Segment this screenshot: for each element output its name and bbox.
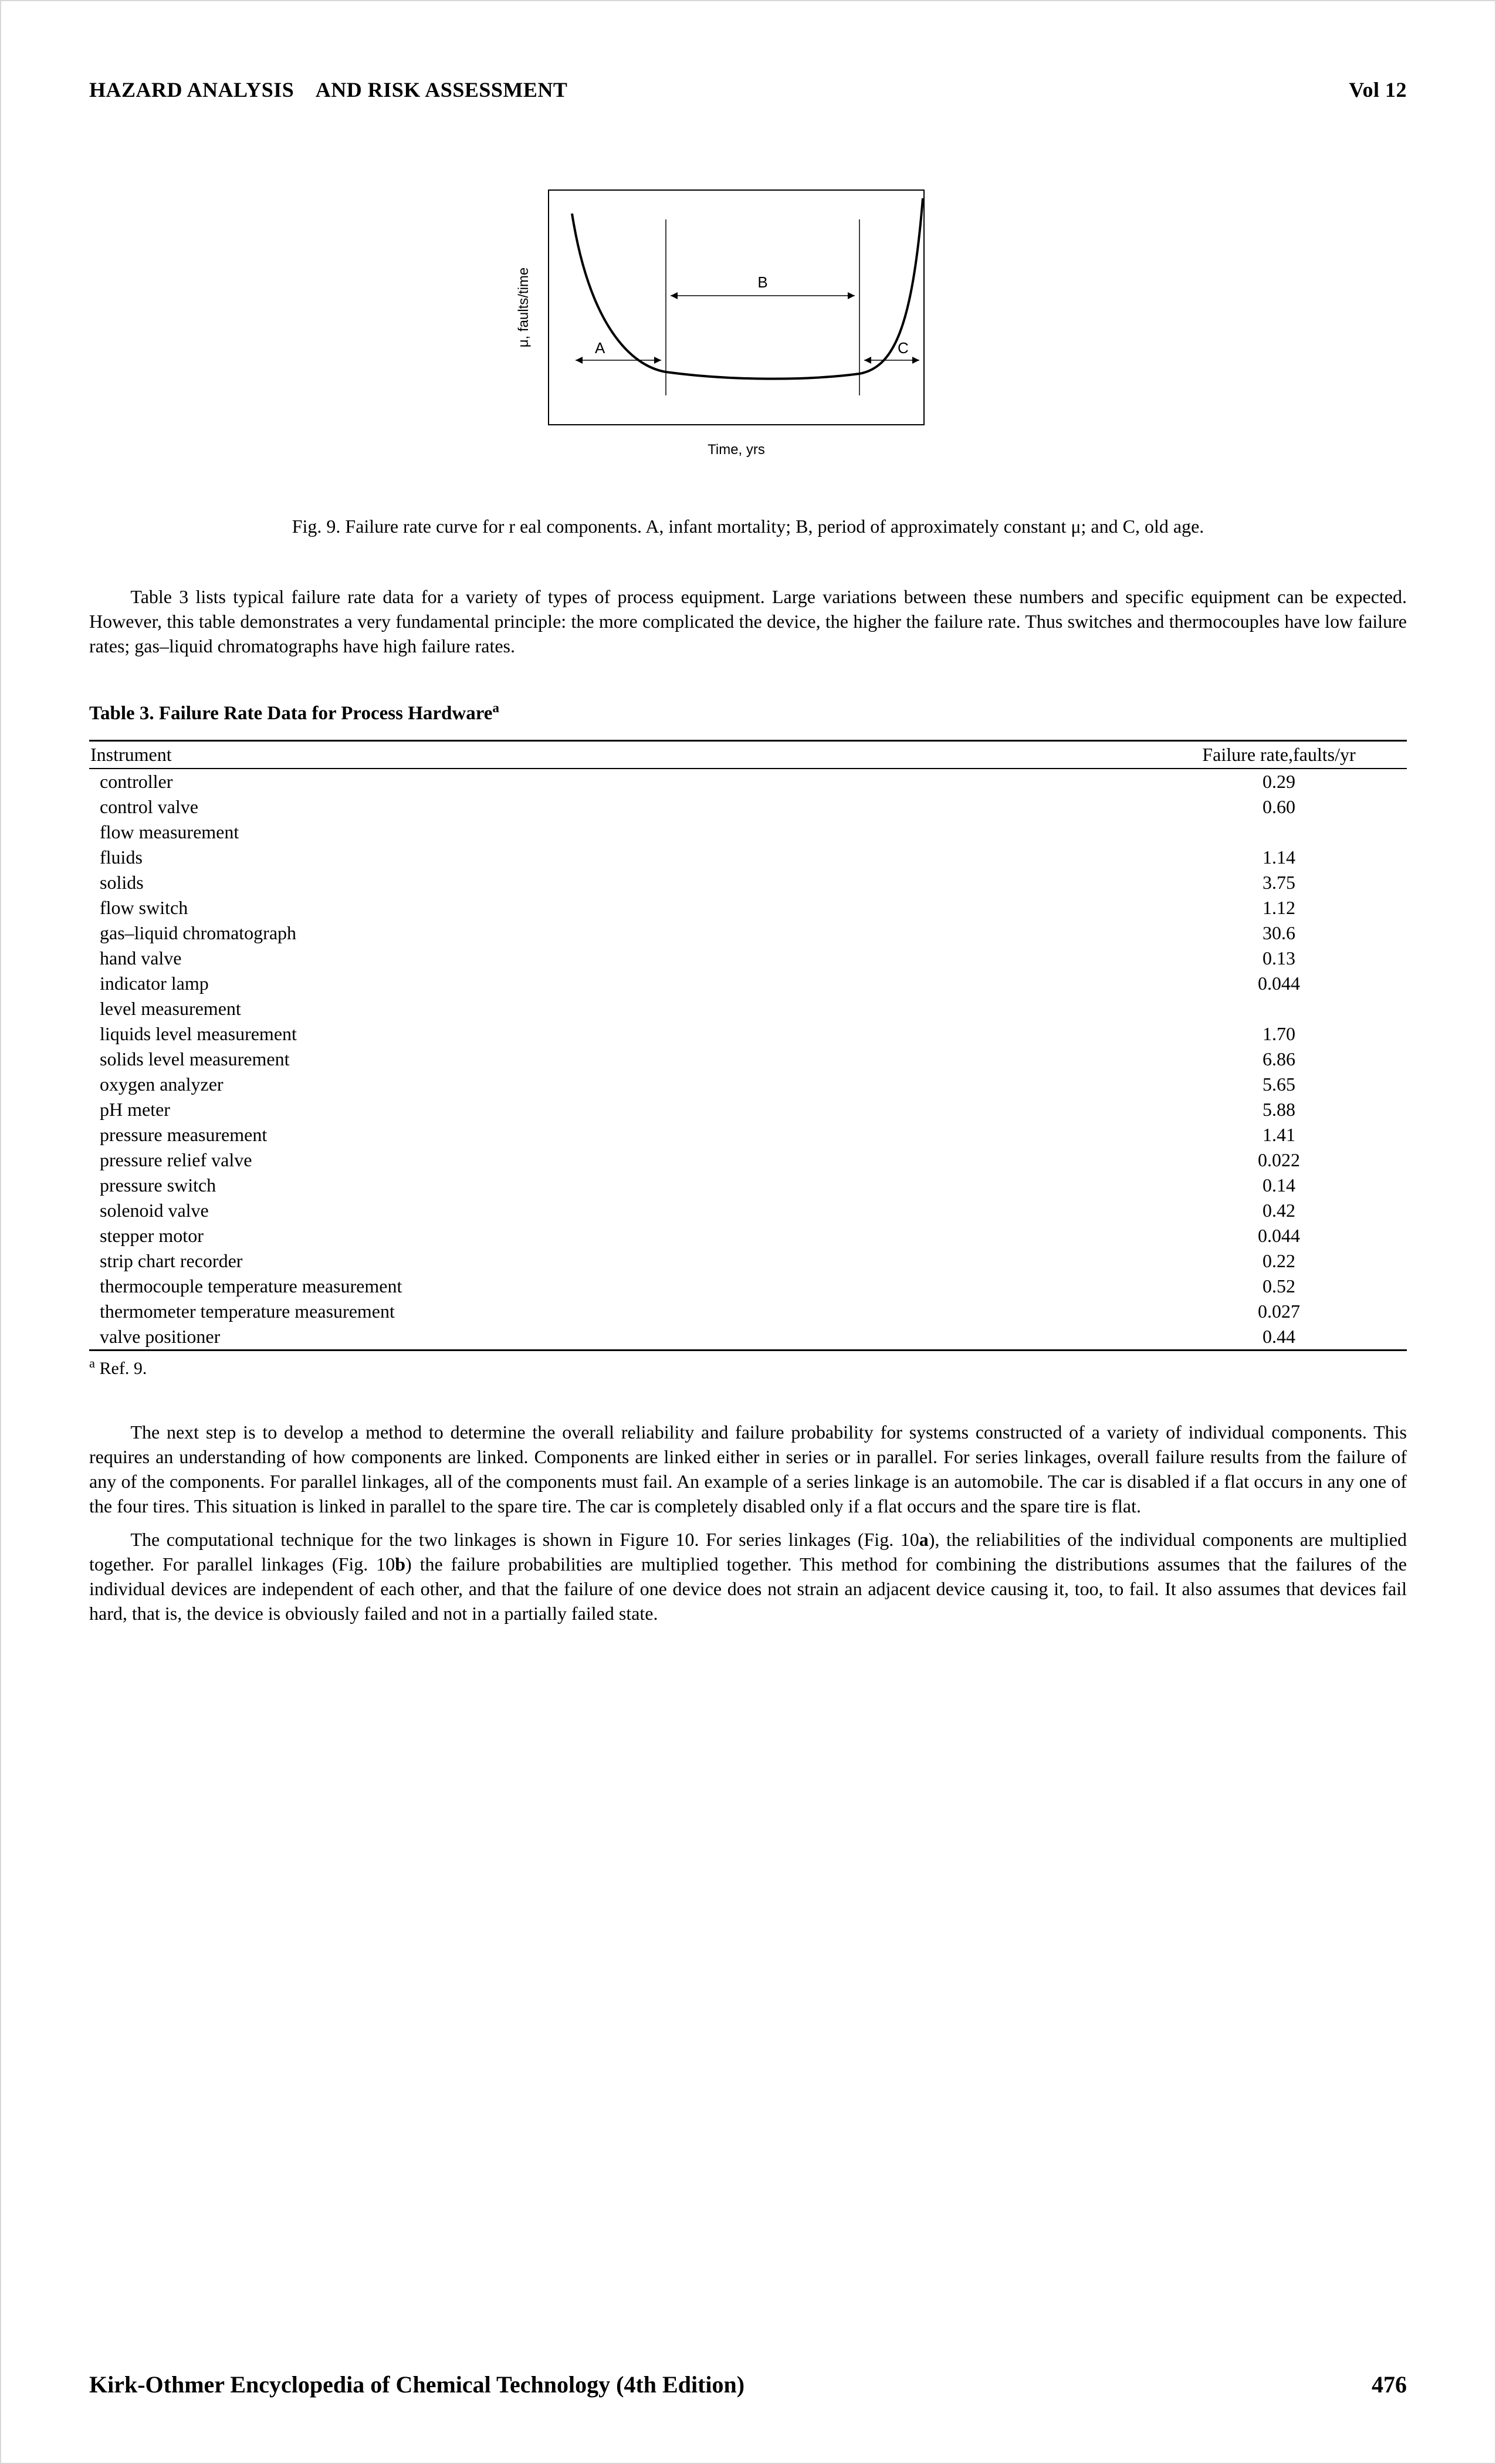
figure-9: A B C Time, yrs μ, faults/time [89, 178, 1407, 486]
table-cell-rate: 0.42 [1155, 1198, 1407, 1223]
table-row: indicator lamp0.044 [89, 971, 1407, 996]
table-cell-rate: 0.022 [1155, 1148, 1407, 1173]
table-cell-instrument: oxygen analyzer [89, 1072, 1155, 1097]
table-3-footnote-sup: a [89, 1356, 95, 1370]
table-cell-rate: 6.86 [1155, 1047, 1407, 1072]
table-3: Instrument Failure rate,faults/yr contro… [89, 740, 1407, 1351]
footer-source: Kirk-Othmer Encyclopedia of Chemical Tec… [89, 2371, 744, 2398]
table-row: gas–liquid chromatograph30.6 [89, 920, 1407, 946]
table-row: stepper motor0.044 [89, 1223, 1407, 1248]
intro-paragraph-1: Table 3 lists typical failure rate data … [89, 584, 1407, 659]
table-cell-rate: 0.52 [1155, 1274, 1407, 1299]
table-3-footnote-text: Ref. 9. [95, 1359, 147, 1378]
table-cell-instrument: pressure relief valve [89, 1148, 1155, 1173]
figure-9-caption: Fig. 9. Failure rate curve for r eal com… [89, 516, 1407, 537]
table-row: thermocouple temperature measurement0.52 [89, 1274, 1407, 1299]
table-3-title-sup: a [492, 700, 499, 715]
table-cell-instrument: solids level measurement [89, 1047, 1155, 1072]
table-row: controller0.29 [89, 769, 1407, 794]
table-row: valve positioner0.44 [89, 1324, 1407, 1351]
table-cell-instrument: gas–liquid chromatograph [89, 920, 1155, 946]
table-3-title-text: Table 3. Failure Rate Data for Process H… [89, 703, 492, 724]
table-cell-rate: 0.14 [1155, 1173, 1407, 1198]
table-cell-instrument: pressure measurement [89, 1122, 1155, 1148]
table-cell-rate [1155, 996, 1407, 1021]
table-cell-instrument: controller [89, 769, 1155, 794]
table-row: pH meter5.88 [89, 1097, 1407, 1122]
table-row: pressure measurement1.41 [89, 1122, 1407, 1148]
table-cell-instrument: thermocouple temperature measurement [89, 1274, 1155, 1299]
table-cell-instrument: liquids level measurement [89, 1021, 1155, 1047]
table-cell-rate: 1.12 [1155, 895, 1407, 920]
table-cell-rate: 1.41 [1155, 1122, 1407, 1148]
table-cell-instrument: control valve [89, 794, 1155, 820]
header-volume: Vol 12 [1349, 77, 1407, 102]
table-cell-instrument: fluids [89, 845, 1155, 870]
table-row: strip chart recorder0.22 [89, 1248, 1407, 1274]
table-cell-rate: 0.44 [1155, 1324, 1407, 1351]
table-row: level measurement [89, 996, 1407, 1021]
table-row: fluids1.14 [89, 845, 1407, 870]
svg-text:C: C [898, 339, 909, 357]
table-row: hand valve0.13 [89, 946, 1407, 971]
table-3-footnote: a Ref. 9. [89, 1356, 1407, 1379]
table-row: flow measurement [89, 820, 1407, 845]
table-cell-instrument: thermometer temperature measurement [89, 1299, 1155, 1324]
table-3-title: Table 3. Failure Rate Data for Process H… [89, 700, 1407, 725]
table-cell-rate: 0.044 [1155, 971, 1407, 996]
table-cell-rate: 0.60 [1155, 794, 1407, 820]
table-row: oxygen analyzer5.65 [89, 1072, 1407, 1097]
table-cell-rate: 0.13 [1155, 946, 1407, 971]
table-3-col-rate: Failure rate,faults/yr [1155, 740, 1407, 769]
table-cell-rate: 3.75 [1155, 870, 1407, 895]
body-paragraph-2: The next step is to develop a method to … [89, 1420, 1407, 1519]
table-cell-rate [1155, 820, 1407, 845]
table-cell-instrument: valve positioner [89, 1324, 1155, 1351]
table-row: solids3.75 [89, 870, 1407, 895]
table-cell-rate: 0.22 [1155, 1248, 1407, 1274]
table-row: thermometer temperature measurement0.027 [89, 1299, 1407, 1324]
table-cell-instrument: solids [89, 870, 1155, 895]
table-cell-rate: 0.29 [1155, 769, 1407, 794]
table-cell-instrument: pressure switch [89, 1173, 1155, 1198]
table-row: solids level measurement6.86 [89, 1047, 1407, 1072]
table-cell-instrument: hand valve [89, 946, 1155, 971]
svg-text:A: A [595, 339, 605, 357]
table-cell-rate: 30.6 [1155, 920, 1407, 946]
header-title: HAZARD ANALYSIS AND RISK ASSESSMENT [89, 77, 567, 102]
table-row: pressure relief valve0.022 [89, 1148, 1407, 1173]
table-cell-instrument: solenoid valve [89, 1198, 1155, 1223]
table-cell-instrument: pH meter [89, 1097, 1155, 1122]
table-cell-instrument: flow measurement [89, 820, 1155, 845]
table-row: control valve0.60 [89, 794, 1407, 820]
p3-seg1: The computational technique for the two … [130, 1529, 919, 1550]
table-3-col-instrument: Instrument [89, 740, 1155, 769]
table-cell-rate: 5.88 [1155, 1097, 1407, 1122]
table-row: solenoid valve0.42 [89, 1198, 1407, 1223]
footer-page-number: 476 [1372, 2371, 1407, 2398]
bathtub-curve-svg: A B C Time, yrs μ, faults/time [478, 178, 1018, 483]
table-cell-instrument: stepper motor [89, 1223, 1155, 1248]
table-cell-instrument: flow switch [89, 895, 1155, 920]
table-cell-instrument: level measurement [89, 996, 1155, 1021]
table-cell-rate: 0.044 [1155, 1223, 1407, 1248]
table-cell-rate: 5.65 [1155, 1072, 1407, 1097]
table-row: pressure switch0.14 [89, 1173, 1407, 1198]
page-footer: Kirk-Othmer Encyclopedia of Chemical Tec… [89, 2371, 1407, 2398]
svg-text:μ, faults/time: μ, faults/time [516, 268, 532, 348]
table-cell-instrument: strip chart recorder [89, 1248, 1155, 1274]
running-header: HAZARD ANALYSIS AND RISK ASSESSMENT Vol … [89, 77, 1407, 102]
svg-text:Time, yrs: Time, yrs [708, 442, 765, 458]
table-cell-rate: 1.14 [1155, 845, 1407, 870]
svg-text:B: B [757, 273, 767, 291]
body-paragraph-3: The computational technique for the two … [89, 1527, 1407, 1626]
table-cell-instrument: indicator lamp [89, 971, 1155, 996]
table-row: flow switch1.12 [89, 895, 1407, 920]
p3-bold-a: a [919, 1529, 929, 1550]
table-row: liquids level measurement1.70 [89, 1021, 1407, 1047]
table-cell-rate: 0.027 [1155, 1299, 1407, 1324]
table-cell-rate: 1.70 [1155, 1021, 1407, 1047]
p3-bold-b: b [395, 1553, 405, 1575]
